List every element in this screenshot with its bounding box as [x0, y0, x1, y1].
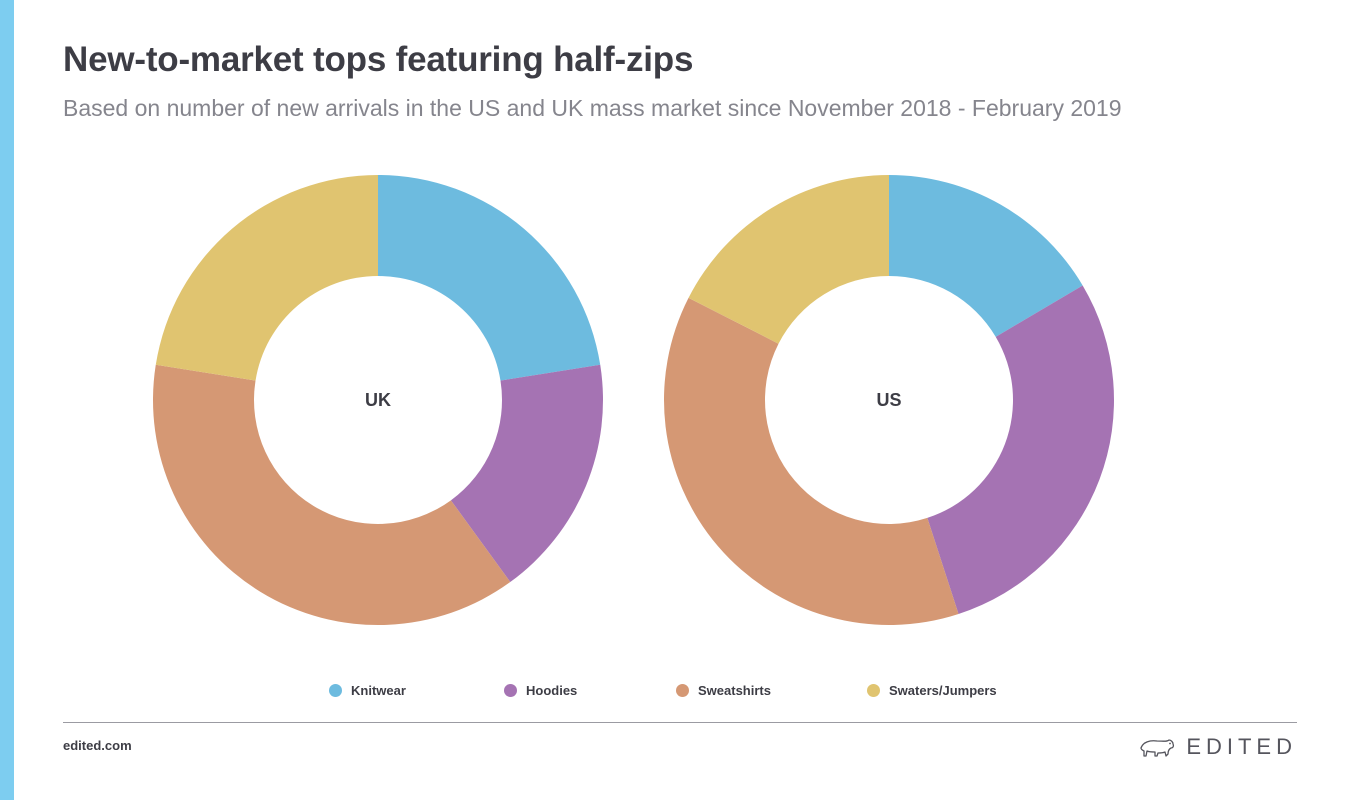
- legend-dot: [504, 684, 517, 697]
- accent-bar: [0, 0, 14, 800]
- legend-dot: [676, 684, 689, 697]
- legend-dot: [867, 684, 880, 697]
- polar-bear-icon: [1140, 739, 1175, 757]
- chart-subtitle: Based on number of new arrivals in the U…: [63, 95, 1122, 121]
- center-label-uk: UK: [365, 390, 391, 410]
- legend-item-hoodies: Hoodies: [504, 683, 577, 698]
- donut-charts: UK US: [153, 175, 1114, 625]
- slice-uk-sweatshirts[interactable]: [153, 364, 511, 625]
- brand-name: EDITED: [1186, 734, 1297, 759]
- legend-dot: [329, 684, 342, 697]
- slice-us-knitwear[interactable]: [889, 175, 1083, 337]
- legend-item-swaters-jumpers: Swaters/Jumpers: [867, 683, 997, 698]
- footer-url[interactable]: edited.com: [63, 738, 132, 753]
- center-label-us: US: [876, 390, 901, 410]
- donut-chart-uk: UK: [153, 175, 603, 625]
- slice-us-sweatshirts[interactable]: [664, 297, 959, 625]
- slice-uk-hoodies[interactable]: [450, 364, 603, 583]
- chart-title: New-to-market tops featuring half-zips: [63, 40, 694, 79]
- legend-label: Knitwear: [351, 683, 406, 698]
- slice-us-hoodies[interactable]: [927, 285, 1114, 614]
- brand: EDITED: [1138, 734, 1297, 760]
- slice-uk-knitwear[interactable]: [378, 175, 601, 381]
- legend-label: Swaters/Jumpers: [889, 683, 997, 698]
- slice-us-swaters-jumpers[interactable]: [688, 175, 889, 344]
- legend-item-sweatshirts: Sweatshirts: [676, 683, 771, 698]
- donut-chart-us: US: [664, 175, 1114, 625]
- footer-divider: [63, 722, 1297, 723]
- legend-item-knitwear: Knitwear: [329, 683, 406, 698]
- slice-uk-swaters-jumpers[interactable]: [155, 175, 378, 381]
- legend-label: Sweatshirts: [698, 683, 771, 698]
- legend: Knitwear Hoodies Sweatshirts Swaters/Jumper…: [0, 683, 1360, 703]
- legend-label: Hoodies: [526, 683, 578, 698]
